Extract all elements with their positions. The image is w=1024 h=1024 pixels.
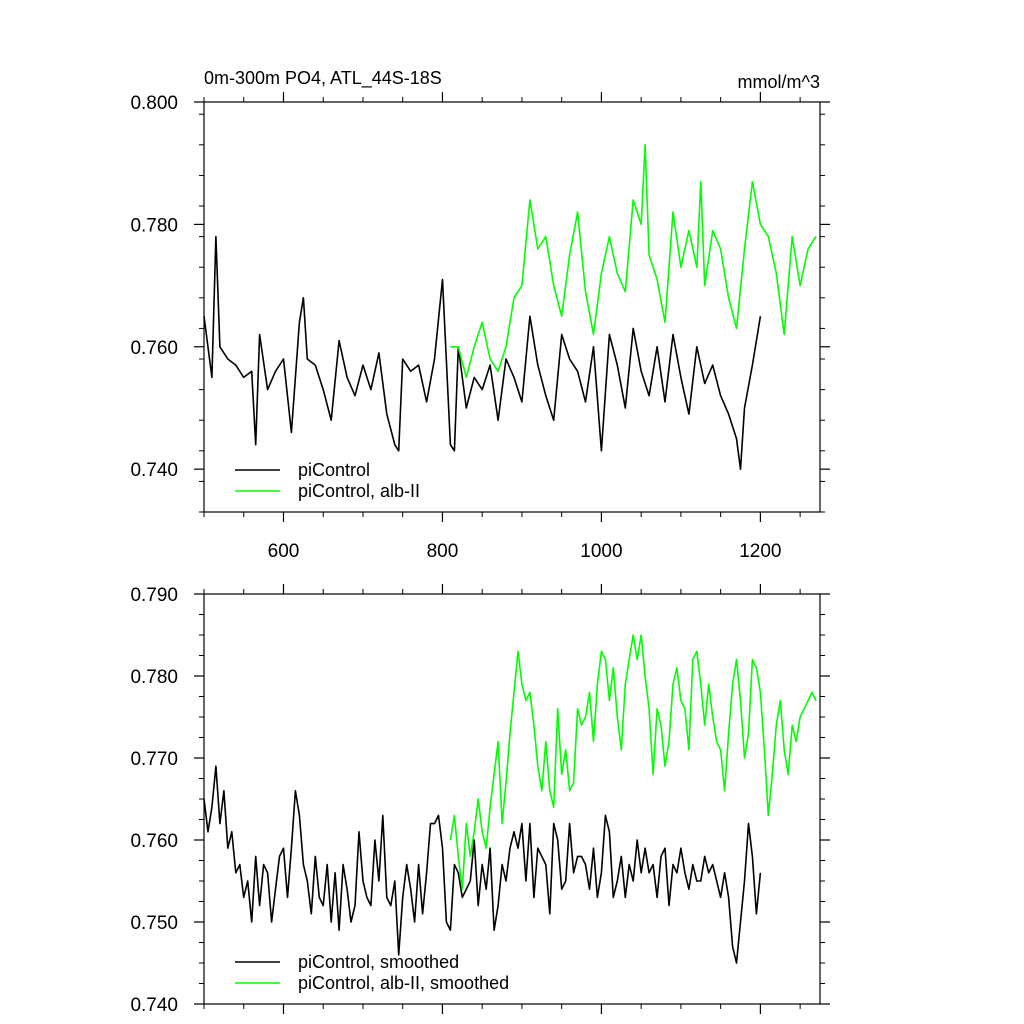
y-tick-label: 0.740 xyxy=(130,460,178,481)
units-label: mmol/m^3 xyxy=(738,72,820,92)
y-tick-label: 0.740 xyxy=(130,995,178,1016)
panel-1-legend: piControl, smoothed piControl, alb-II, s… xyxy=(235,952,509,993)
y-tick-label: 0.800 xyxy=(130,93,178,114)
x-tick-label: 1200 xyxy=(739,541,781,562)
y-tick-label: 0.770 xyxy=(130,749,178,770)
legend-label-picontrol-smoothed: piControl, smoothed xyxy=(298,952,459,972)
y-tick-label: 0.780 xyxy=(130,667,178,688)
series-line-picontrol xyxy=(203,235,762,471)
y-tick-label: 0.760 xyxy=(130,338,178,359)
panel-0-series xyxy=(203,144,817,471)
plot-frame xyxy=(203,101,821,513)
chart-title: 0m-300m PO4, ATL_44S-18S xyxy=(204,68,442,89)
series-line-picontrol xyxy=(203,765,762,964)
y-tick-label: 0.780 xyxy=(130,215,178,236)
x-tick-label: 800 xyxy=(427,541,459,562)
panel-1-series xyxy=(203,634,817,964)
legend-label-alb-ii: piControl, alb-II xyxy=(298,481,420,501)
top-panel: 0m-300m PO4, ATL_44S-18S mmol/m^3 600 800… xyxy=(130,68,830,562)
x-tick-label: 1000 xyxy=(580,541,622,562)
y-tick-label: 0.750 xyxy=(130,913,178,934)
legend-label-alb-ii-smoothed: piControl, alb-II, smoothed xyxy=(298,973,509,993)
legend-label-picontrol: piControl xyxy=(298,460,370,480)
bottom-panel: 0.740 0.750 0.760 0.770 0.780 0.790 piControl… xyxy=(130,584,830,1016)
panel-1-axes: 0.740 0.750 0.760 0.770 0.780 0.790 xyxy=(130,584,830,1016)
series-line-alb-ii xyxy=(450,144,817,379)
series-line-alb-ii xyxy=(449,634,817,891)
panel-0-axes: 600 800 1000 1200 0.740 0.760 0.780 0.800 xyxy=(130,92,830,562)
y-tick-label: 0.760 xyxy=(130,831,178,852)
y-tick-label: 0.790 xyxy=(130,585,178,606)
x-tick-label: 600 xyxy=(268,541,300,562)
panel-0-legend: piControl piControl, alb-II xyxy=(235,460,420,501)
